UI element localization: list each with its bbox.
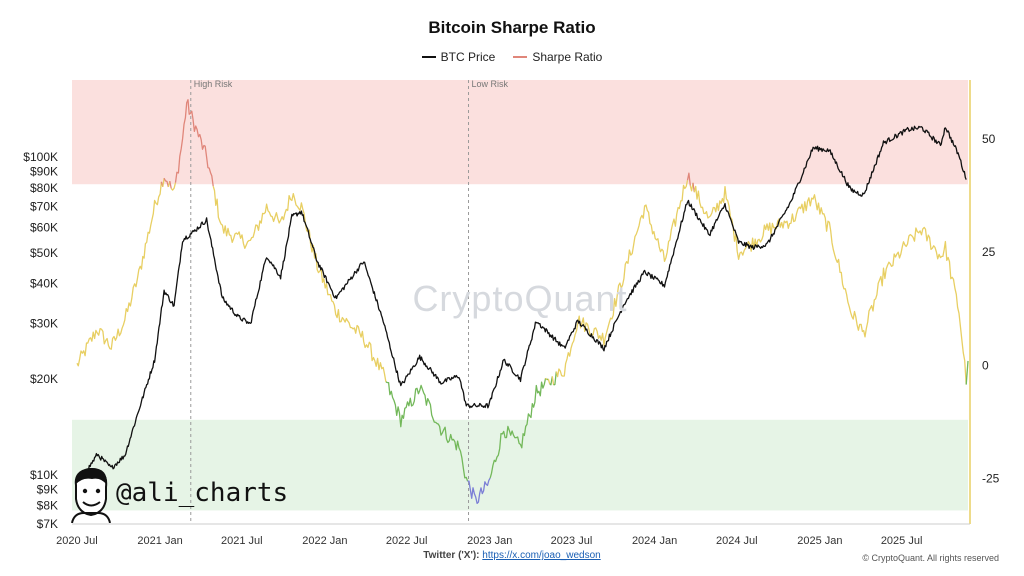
marker-label-0: High Risk [194,79,233,89]
cryptoquant-watermark: CryptoQuant [412,278,628,319]
sharpe-ratio-line-segment-20 [689,182,694,192]
x-tick-label: 2021 Jul [221,535,263,547]
sharpe-ratio-line-segment-0 [76,181,163,367]
x-tick-label: 2025 Jan [797,535,842,547]
btc-price-line [76,125,967,487]
sharpe-ratio-line-segment-2 [162,178,165,187]
legend-swatch-btc-price [421,56,436,58]
sharpe-ratio-line-segment-14 [547,378,551,384]
left-tick-label: $90K [30,165,58,179]
footer-label: Twitter ('X'): [423,550,480,561]
legend: BTC Price Sharpe Ratio [0,50,1024,64]
copyright: © CryptoQuant. All rights reserved [862,553,999,563]
left-tick-label: $10K [30,468,58,482]
right-axis-ticks: -25 0 25 50 [982,132,1000,486]
sharpe-ratio-line-segment-17 [553,371,557,386]
sharpe-ratio-line-segment-11 [489,377,547,479]
legend-item-sharpe-ratio[interactable]: Sharpe Ratio [513,50,602,64]
left-tick-label: $70K [30,199,58,213]
sharpe-ratio-line-segment-10 [467,477,491,505]
left-tick-label: $50K [30,246,58,260]
x-tick-label: 2020 Jul [56,535,98,547]
left-tick-label: $30K [30,316,58,330]
marker-label-1: Low Risk [472,79,509,89]
left-tick-label: $40K [30,277,58,291]
right-tick-label: -25 [982,472,1000,486]
vertical-markers: High Risk Low Risk [190,79,509,524]
legend-label-btc-price: BTC Price [440,50,496,64]
legend-swatch-sharpe-ratio [513,56,528,58]
sharpe-ratio-line-segment-16 [551,376,555,386]
left-tick-label: $7K [37,517,58,531]
sharpe-ratio-line-segment-23 [965,360,969,385]
x-axis-ticks: 2020 Jul 2021 Jan 2021 Jul 2022 Jan 2022 Jul… [56,535,922,547]
right-tick-label: 50 [982,132,996,146]
series-lines [76,99,969,505]
left-tick-label: $100K [23,150,58,164]
sharpe-ratio-line-segment-6 [170,182,177,191]
left-tick-label: $20K [30,372,58,386]
x-tick-label: 2021 Jan [137,535,182,547]
footer-credit: Twitter ('X'): https://x.com/joao_wedson [0,550,1024,561]
sharpe-ratio-line-segment-5 [169,180,172,189]
x-tick-label: 2025 Jul [881,535,923,547]
right-tick-label: 0 [982,358,989,372]
sharpe-ratio-line-segment-9 [385,381,469,482]
left-tick-label: $80K [30,181,58,195]
footer-link[interactable]: https://x.com/joao_wedson [482,550,601,561]
left-tick-label: $8K [37,499,58,513]
risk-zone-high [72,80,968,185]
brand-handle: @ali_charts [116,478,289,508]
x-tick-label: 2024 Jan [632,535,677,547]
left-axis-ticks: $7K $8K $9K$10K $20K $30K $40K $50K $60K $70K $80… [23,150,58,531]
x-tick-label: 2023 Jul [551,535,593,547]
legend-item-btc-price[interactable]: BTC Price [421,50,496,64]
x-tick-label: 2023 Jan [467,535,512,547]
sharpe-ratio-line-segment-7 [174,99,214,187]
chart-title: Bitcoin Sharpe Ratio [428,18,596,37]
risk-zones [72,80,968,511]
x-tick-label: 2022 Jul [386,535,428,547]
risk-zone-low [72,419,968,511]
x-tick-label: 2024 Jul [716,535,758,547]
cartoon-face-icon [71,467,111,523]
sharpe-ratio-line-segment-19 [686,172,691,186]
left-tick-label: $60K [30,221,58,235]
sharpe-ratio-line-segment-3 [163,177,170,188]
sharpe-ratio-line-segment-15 [549,376,553,386]
legend-label-sharpe-ratio: Sharpe Ratio [532,50,603,64]
sharpe-ratio-line-segment-12 [545,377,548,381]
sharpe-ratio-line-segment-22 [693,185,967,385]
right-tick-label: 25 [982,245,996,259]
left-tick-label: $9K [37,482,58,496]
sharpe-ratio-line-segment-8 [212,186,387,383]
x-tick-label: 2022 Jan [302,535,347,547]
